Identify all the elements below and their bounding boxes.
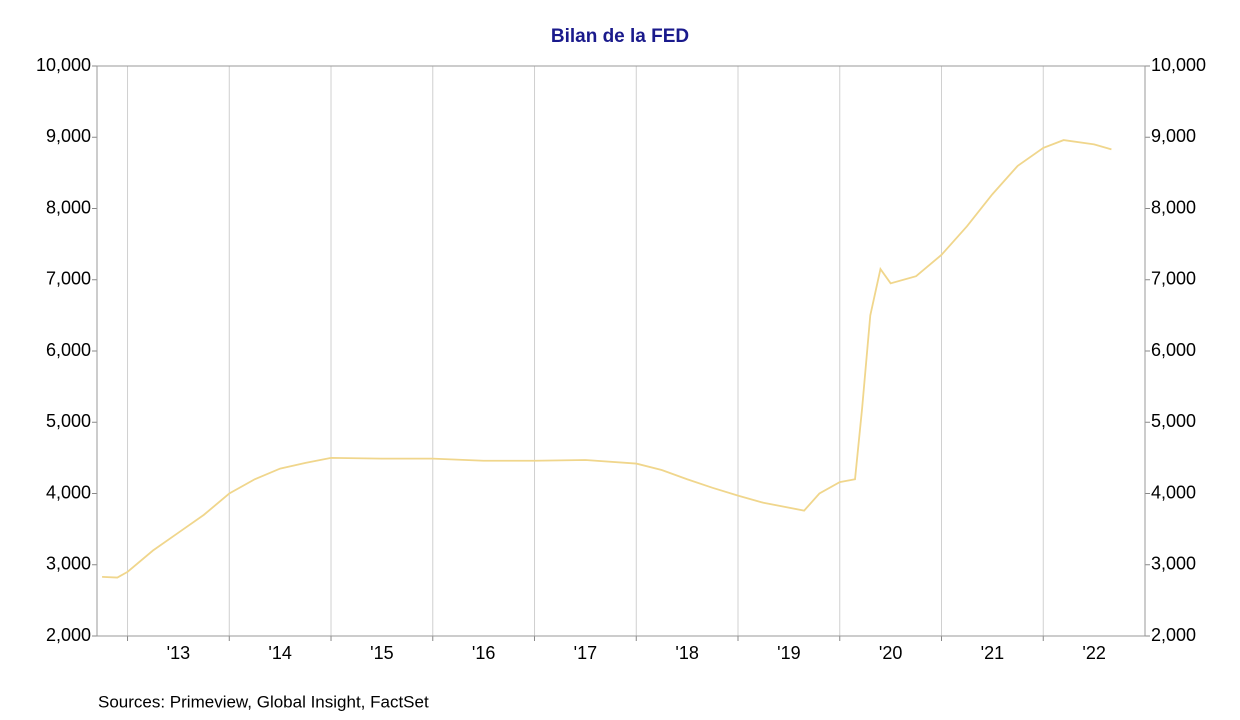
y-tick-label: 2,000	[46, 625, 91, 645]
x-tick-label: '20	[879, 643, 902, 663]
y2-tick-label: 5,000	[1151, 411, 1196, 431]
x-tick-label: '21	[981, 643, 1004, 663]
y2-tick-label: 8,000	[1151, 197, 1196, 217]
y-tick-label: 9,000	[46, 126, 91, 146]
plot-frame	[96, 65, 1146, 637]
x-tick-label: '17	[574, 643, 597, 663]
x-tick-label: '15	[370, 643, 393, 663]
x-tick-label: '19	[777, 643, 800, 663]
x-tick-label: '22	[1082, 643, 1105, 663]
y-tick-label: 8,000	[46, 197, 91, 217]
y-tick-label: 4,000	[46, 482, 91, 502]
chart-title: Bilan de la FED	[551, 26, 689, 47]
y2-tick-label: 6,000	[1151, 340, 1196, 360]
y2-tick-label: 3,000	[1151, 554, 1196, 574]
source: Sources: Primeview, Global Insight, Fact…	[98, 692, 429, 711]
x-tick-label: '16	[472, 643, 495, 663]
y2-tick-label: 10,000	[1151, 55, 1206, 75]
x-tick-label: '14	[268, 643, 291, 663]
y2-tick-label: 4,000	[1151, 482, 1196, 502]
data-line	[102, 139, 1112, 579]
x-tick-label: '18	[675, 643, 698, 663]
y-tick-label: 5,000	[46, 411, 91, 431]
y-tick-label: 3,000	[46, 554, 91, 574]
y-tick-label: 7,000	[46, 269, 91, 289]
y2-tick-label: 2,000	[1151, 625, 1196, 645]
y-tick-label: 10,000	[36, 55, 91, 75]
y2-tick-label: 9,000	[1151, 126, 1196, 146]
y2-tick-label: 7,000	[1151, 269, 1196, 289]
x-tick-label: '13	[167, 643, 190, 663]
y-tick-label: 6,000	[46, 340, 91, 360]
